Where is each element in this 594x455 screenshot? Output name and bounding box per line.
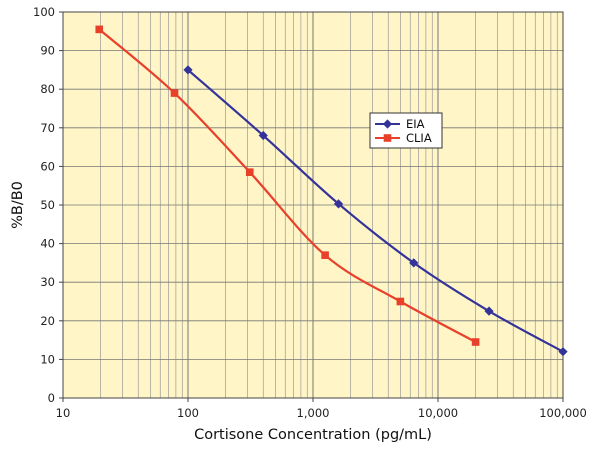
legend-label-clia: CLIA — [406, 131, 432, 145]
data-point-eia — [258, 130, 268, 141]
series-layer — [95, 25, 568, 357]
x-tick-label: 1,000 — [297, 406, 330, 420]
data-point-clia — [321, 251, 329, 259]
y-axis-title: %B/B0 — [10, 181, 26, 229]
series-line-eia — [187, 69, 564, 353]
legend-label-eia: EIA — [406, 117, 425, 131]
y-tick-label: 100 — [33, 5, 55, 19]
y-tick-label: 0 — [48, 391, 55, 405]
x-tick-label: 100 — [177, 406, 199, 420]
legend-marker-clia — [383, 134, 392, 142]
x-tick-label: 100,000 — [539, 406, 587, 420]
legend-marker-eia — [382, 119, 393, 129]
series-line-clia — [98, 28, 477, 343]
y-tick-label: 10 — [40, 352, 55, 366]
y-tick-label: 80 — [40, 82, 55, 96]
data-point-eia — [333, 199, 344, 209]
data-point-clia — [170, 89, 179, 97]
y-tick-label: 40 — [40, 237, 55, 251]
x-tick-label: 10 — [56, 406, 71, 420]
y-tick-label: 70 — [40, 121, 55, 135]
data-point-clia — [245, 168, 254, 176]
x-tick-label: 10,000 — [418, 406, 458, 420]
y-tick-label: 60 — [40, 159, 55, 173]
data-point-eia — [558, 347, 568, 357]
data-point-clia — [396, 297, 405, 306]
y-tick-label: 30 — [40, 275, 55, 289]
legend-box — [369, 112, 443, 149]
data-point-clia — [95, 25, 104, 34]
data-point-eia — [183, 65, 193, 75]
y-tick-label: 20 — [40, 314, 55, 328]
y-tick-label: 50 — [40, 198, 55, 212]
series-clia — [95, 25, 480, 346]
data-point-clia — [471, 338, 480, 346]
series-eia — [183, 65, 568, 357]
y-tick-label: 90 — [40, 44, 55, 58]
x-axis-title: Cortisone Concentration (pg/mL) — [194, 427, 432, 443]
data-point-eia — [409, 258, 419, 268]
data-point-eia — [484, 306, 494, 316]
